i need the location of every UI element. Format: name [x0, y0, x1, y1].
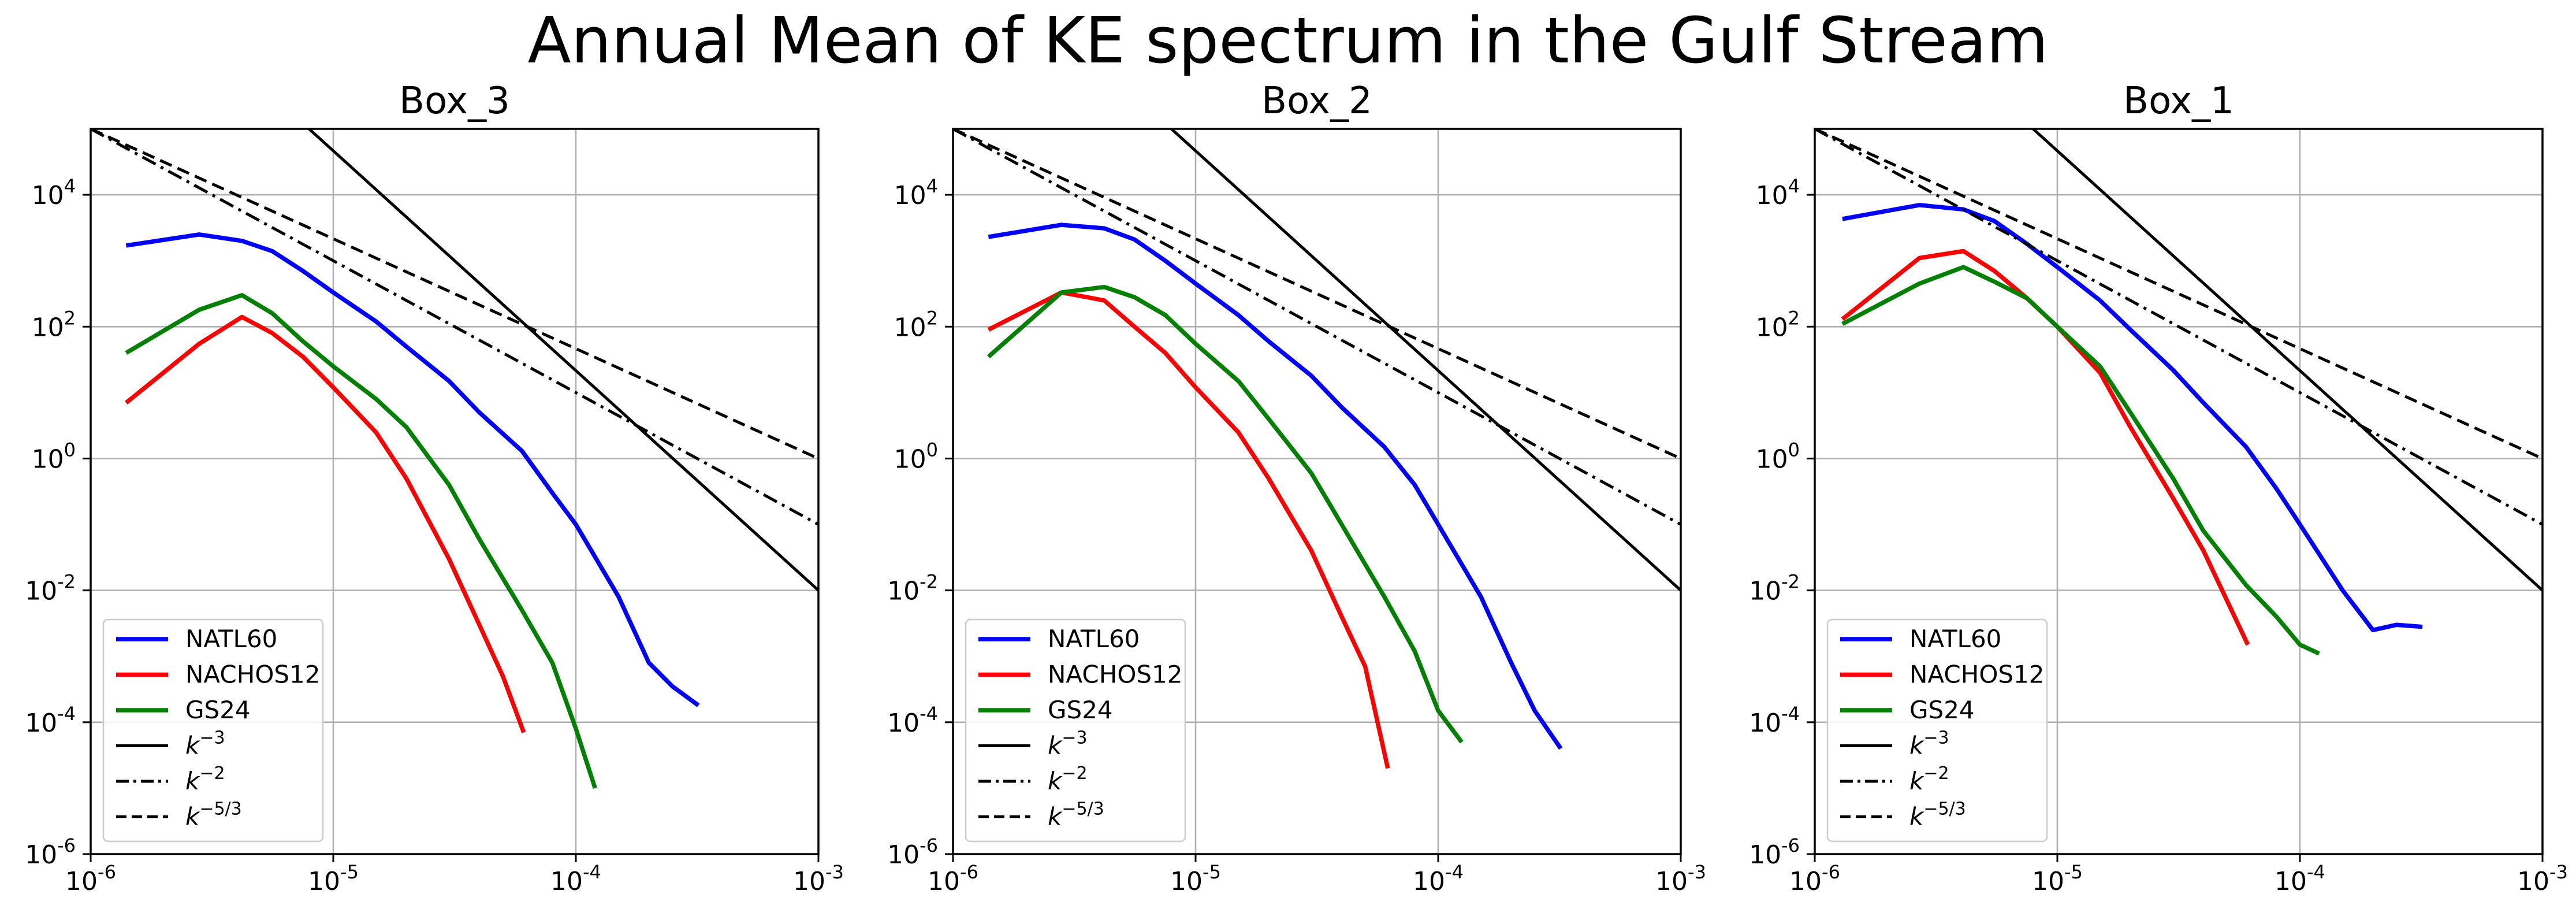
panel-title: Box_3	[399, 80, 510, 123]
axes-frame	[952, 128, 1682, 855]
series-line	[987, 284, 1464, 744]
x-tick-label: 10-4	[1413, 861, 1464, 896]
legend-label: GS24	[185, 696, 251, 724]
legend-label: k−2	[1909, 763, 1949, 795]
series-line	[91, 129, 818, 460]
y-tick-label: 102	[32, 307, 76, 342]
y-tick-label: 104	[32, 175, 76, 210]
chart-panel-3: 10-6 10-5 10-4 10-3 10-6 10-4 10-2 100 102 104 Box…	[1749, 80, 2568, 896]
legend: NATL60 NACHOS12 GS24 k−3k−2 k−5/3	[102, 618, 324, 843]
x-tick-label: 10-6	[65, 861, 116, 896]
legend-label: NACHOS12	[185, 661, 320, 689]
y-tick-label: 102	[1756, 307, 1800, 342]
series-line	[91, 129, 818, 526]
legend-label: k−3	[1048, 728, 1088, 760]
y-tick-label: 10-6	[25, 834, 76, 870]
y-tick-label: 104	[894, 175, 938, 210]
x-tick-label: 10-3	[793, 861, 844, 896]
series-line	[1842, 203, 2423, 633]
series-line	[1841, 265, 2320, 656]
series-line	[125, 293, 597, 789]
x-tick-label: 10-5	[308, 861, 359, 896]
legend-label: GS24	[1909, 696, 1975, 724]
y-tick-label: 10-6	[1749, 834, 1800, 870]
legend-label: NACHOS12	[1048, 661, 1182, 689]
legend-label: k−3	[1909, 728, 1949, 760]
y-tick-label: 102	[894, 307, 938, 342]
y-tick-label: 104	[1756, 175, 1800, 210]
y-tick-label: 10-2	[1749, 571, 1800, 606]
legend-label: k−5/3	[1909, 799, 1966, 831]
series-line	[1815, 129, 2543, 460]
panel-title: Box_1	[2123, 80, 2234, 123]
x-tick-label: 10-6	[928, 861, 978, 896]
x-tick-label: 10-3	[1655, 861, 1706, 896]
x-tick-label: 10-5	[2032, 861, 2083, 896]
legend-label: k−2	[185, 763, 225, 795]
y-tick-label: 10-2	[887, 571, 938, 606]
axes-frame	[1814, 128, 2544, 855]
series-line	[125, 314, 526, 733]
legend-label: NATL60	[1909, 625, 2001, 653]
legend-label: k−3	[185, 728, 225, 760]
series-line	[1841, 248, 2250, 646]
legend: NATL60 NACHOS12 GS24 k−3k−2 k−5/3	[965, 618, 1186, 843]
y-tick-label: 100	[1756, 439, 1800, 474]
legend-label: NATL60	[1048, 625, 1140, 653]
figure-title: Annual Mean of KE spectrum in the Gulf S…	[527, 3, 2048, 77]
x-tick-label: 10-3	[2517, 861, 2568, 896]
x-tick-label: 10-4	[2275, 861, 2325, 896]
y-tick-label: 10-2	[25, 571, 76, 606]
panel-title: Box_2	[1261, 80, 1372, 123]
x-tick-label: 10-4	[550, 861, 601, 896]
legend-label: k−5/3	[1048, 799, 1104, 831]
legend-label: k−2	[1048, 763, 1088, 795]
y-tick-label: 10-4	[887, 703, 938, 738]
series-line	[1169, 129, 1681, 592]
legend-label: NATL60	[185, 625, 277, 653]
series-line	[125, 232, 700, 707]
y-tick-label: 100	[32, 439, 76, 474]
legend-label: GS24	[1048, 696, 1113, 724]
series-line	[2031, 129, 2543, 592]
axes-frame	[90, 128, 820, 855]
series-group	[1815, 129, 2543, 656]
series-line	[1815, 129, 2543, 526]
series-group	[91, 129, 818, 789]
series-line	[987, 290, 1390, 769]
series-line	[307, 129, 818, 592]
x-tick-label: 10-6	[1789, 861, 1840, 896]
series-line	[953, 129, 1681, 526]
legend: NATL60 NACHOS12 GS24 k−3k−2 k−5/3	[1826, 618, 2048, 843]
x-tick-label: 10-5	[1170, 861, 1221, 896]
y-tick-label: 10-4	[25, 703, 76, 738]
y-tick-label: 10-4	[1749, 703, 1800, 738]
series-group	[953, 129, 1681, 769]
y-tick-label: 100	[894, 439, 938, 474]
y-tick-label: 10-6	[887, 834, 938, 870]
chart-panel-1: 10-6 10-5 10-4 10-3 10-6 10-4 10-2 100 102 104 Box…	[25, 80, 844, 896]
legend-label: NACHOS12	[1909, 661, 2044, 689]
chart-panel-2: 10-6 10-5 10-4 10-3 10-6 10-4 10-2 100 102 104 Box…	[887, 80, 1706, 896]
legend-label: k−5/3	[185, 799, 242, 831]
series-line	[988, 222, 1563, 750]
